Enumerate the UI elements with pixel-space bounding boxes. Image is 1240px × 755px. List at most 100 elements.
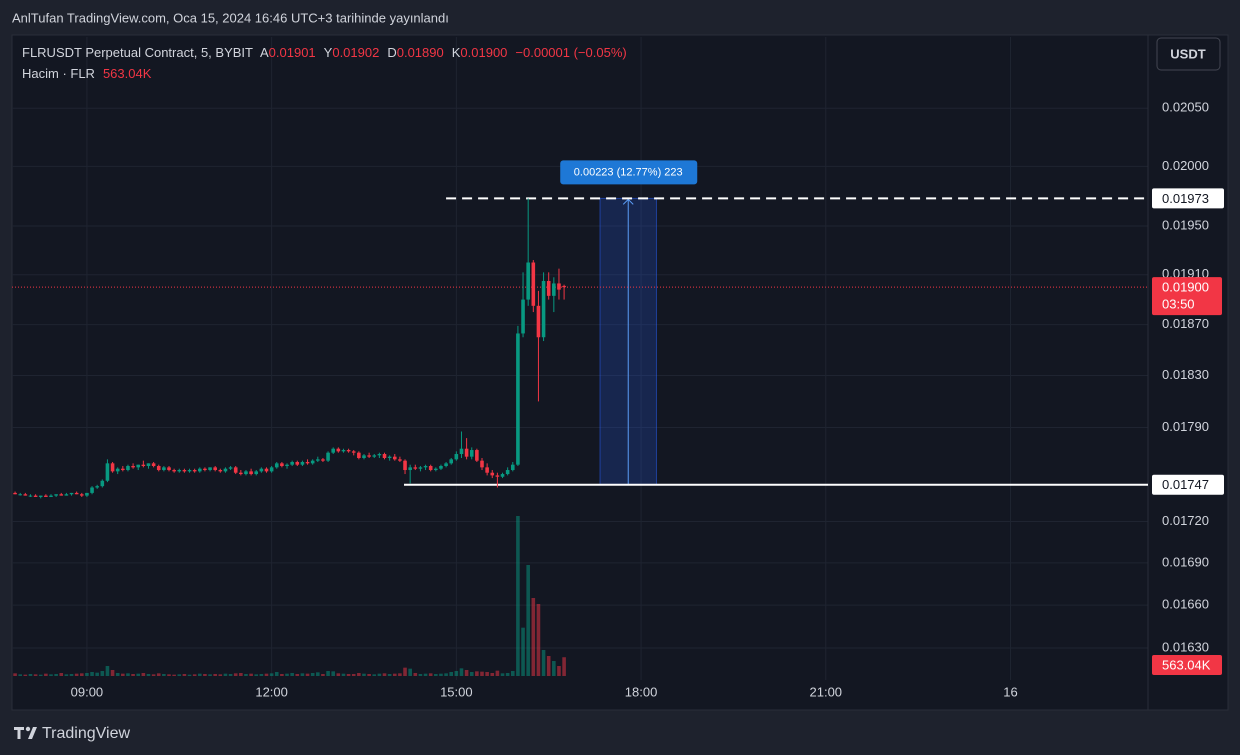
candle-body bbox=[541, 280, 546, 338]
volume-bar bbox=[254, 674, 259, 676]
candle-body bbox=[280, 463, 284, 467]
volume-bar bbox=[197, 673, 202, 676]
volume-bar bbox=[372, 674, 377, 676]
candle-body bbox=[382, 454, 387, 459]
candle-body bbox=[480, 460, 484, 468]
volume-bar bbox=[285, 673, 289, 676]
candle-body bbox=[408, 467, 412, 471]
volume-bar bbox=[187, 674, 192, 676]
volume-bar bbox=[218, 674, 223, 676]
ohlc-value: 0.01890 bbox=[397, 45, 444, 60]
candle-body bbox=[239, 472, 243, 475]
volume-bar bbox=[110, 670, 115, 676]
candle-body bbox=[557, 283, 561, 290]
candle-body bbox=[100, 480, 105, 487]
volume-bar bbox=[300, 673, 305, 676]
candle-body bbox=[295, 462, 300, 465]
volume-bar bbox=[13, 673, 17, 676]
candle-body bbox=[331, 448, 335, 453]
last-price-label: 0.01900 bbox=[1162, 280, 1209, 295]
candle-body bbox=[362, 455, 366, 459]
volume-bar bbox=[182, 674, 187, 676]
volume-bar bbox=[434, 674, 438, 676]
candle-body bbox=[490, 472, 495, 476]
candle-body bbox=[341, 450, 346, 452]
candle-body bbox=[398, 459, 402, 461]
ohlc-value: 0.01900 bbox=[460, 45, 507, 60]
candle-body bbox=[254, 471, 259, 475]
candle-body bbox=[434, 468, 438, 471]
candle-body bbox=[146, 463, 151, 467]
volume-bar bbox=[418, 674, 423, 676]
volume-bar bbox=[95, 672, 99, 676]
volume-bar bbox=[264, 673, 269, 676]
candle-body bbox=[326, 452, 330, 461]
candle-body bbox=[44, 495, 48, 497]
x-tick-label: 18:00 bbox=[625, 684, 658, 699]
volume-bar bbox=[228, 674, 233, 676]
volume-bar bbox=[121, 673, 125, 676]
volume-bar bbox=[500, 673, 505, 676]
candle-body bbox=[469, 450, 474, 457]
candle-body bbox=[110, 463, 115, 472]
volume-bar bbox=[454, 671, 459, 676]
candle-body bbox=[300, 462, 305, 465]
volume-bar bbox=[146, 674, 151, 676]
volume-bar bbox=[126, 673, 130, 676]
volume-bar bbox=[536, 604, 541, 676]
volume-bar bbox=[423, 673, 428, 676]
volume-bar bbox=[310, 673, 315, 676]
candle-body bbox=[74, 492, 79, 495]
volume-bar bbox=[464, 670, 469, 676]
candle-body bbox=[54, 494, 58, 496]
candle-body bbox=[546, 280, 551, 296]
x-tick-label: 15:00 bbox=[440, 684, 473, 699]
candle-body bbox=[444, 463, 448, 467]
price-label-box bbox=[1152, 474, 1224, 495]
volume-bar bbox=[398, 673, 402, 676]
candle-body bbox=[464, 448, 469, 457]
volume-bar bbox=[428, 673, 433, 676]
volume-label-box bbox=[1152, 655, 1222, 675]
candle-body bbox=[131, 466, 135, 468]
candle-body bbox=[475, 450, 479, 461]
candle-body bbox=[531, 262, 536, 306]
x-tick-label: 21:00 bbox=[810, 684, 843, 699]
countdown-label: 03:50 bbox=[1162, 297, 1195, 312]
volume-bar bbox=[280, 674, 284, 676]
candle-body bbox=[357, 452, 361, 459]
candle-body bbox=[172, 470, 176, 472]
candle-body bbox=[223, 468, 228, 472]
candle-body bbox=[18, 494, 23, 496]
volume-bar bbox=[546, 656, 551, 676]
candle-body bbox=[516, 333, 520, 465]
volume-bar bbox=[392, 673, 397, 676]
volume-bar bbox=[244, 674, 248, 676]
volume-bar bbox=[377, 673, 382, 676]
ohlc-value: 0.01902 bbox=[332, 45, 379, 60]
volume-value: 563.04K bbox=[103, 66, 152, 81]
candle-body bbox=[367, 455, 371, 457]
volume-bar bbox=[233, 673, 238, 676]
currency-button-label: USDT bbox=[1170, 46, 1205, 61]
y-tick-label: 0.01690 bbox=[1162, 554, 1209, 569]
currency-button[interactable] bbox=[1156, 37, 1221, 71]
candle-body bbox=[233, 467, 238, 473]
volume-bar bbox=[480, 671, 484, 676]
candle-body bbox=[290, 462, 294, 465]
candle-body bbox=[59, 494, 64, 496]
volume-bar bbox=[305, 673, 310, 676]
volume-bar bbox=[459, 668, 464, 676]
measure-label: 0.00223 (12.77%) 223 bbox=[574, 166, 683, 178]
ohlc-key: Y bbox=[324, 45, 333, 60]
footer-brand: TradingView bbox=[42, 725, 130, 742]
candle-body bbox=[495, 475, 500, 477]
candle-body bbox=[64, 494, 69, 496]
volume-bar bbox=[413, 673, 418, 676]
candle-body bbox=[177, 470, 182, 472]
volume-bar bbox=[387, 674, 392, 676]
volume-bar bbox=[485, 672, 489, 676]
candle-body bbox=[187, 470, 192, 472]
candle-body bbox=[305, 462, 310, 464]
candle-body bbox=[387, 456, 392, 459]
